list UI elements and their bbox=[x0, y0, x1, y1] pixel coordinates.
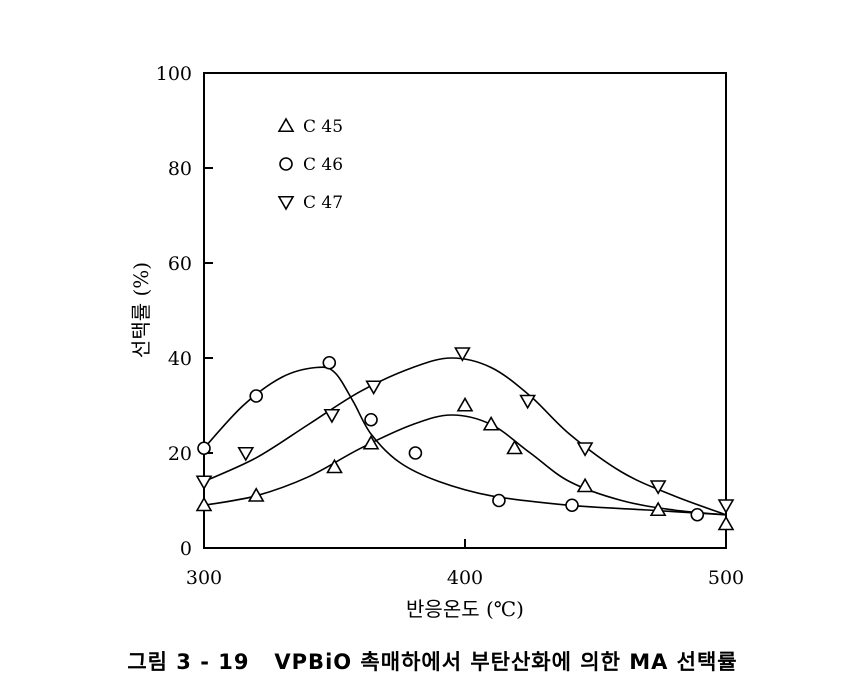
legend-label-c-46: C 46 bbox=[303, 155, 343, 175]
point-c-46 bbox=[249, 389, 264, 403]
point-c-45 bbox=[456, 396, 474, 412]
point-c-47 bbox=[237, 446, 255, 462]
y-tick-label: 40 bbox=[168, 348, 192, 370]
y-axis-title: 선택률 (%) bbox=[129, 262, 153, 358]
y-tick-label: 60 bbox=[168, 253, 192, 275]
legend-marker-c-45 bbox=[277, 117, 295, 133]
plot-frame bbox=[203, 72, 727, 549]
point-c-45 bbox=[506, 439, 523, 455]
point-c-47 bbox=[576, 442, 594, 457]
point-c-45 bbox=[195, 496, 213, 512]
chart: 0 20 40 60 80 100 300 400 500 C 45 C 46 C 47 반응온도 … bbox=[129, 63, 744, 621]
point-c-45 bbox=[362, 434, 380, 450]
x-tick-label: 300 bbox=[186, 567, 222, 589]
point-c-46 bbox=[408, 446, 423, 460]
legend-marker-c-47 bbox=[277, 195, 295, 211]
fit-curve-c-45 bbox=[203, 414, 727, 516]
point-c-45 bbox=[247, 487, 265, 502]
point-c-46 bbox=[492, 493, 506, 508]
y-tick-label: 20 bbox=[168, 443, 192, 465]
x-axis-title: 반응온도 (℃) bbox=[406, 597, 524, 621]
point-c-46 bbox=[364, 412, 378, 427]
point-c-46 bbox=[565, 498, 579, 513]
data-markers bbox=[195, 347, 735, 531]
point-c-46 bbox=[197, 441, 211, 456]
point-c-45 bbox=[326, 458, 343, 474]
point-c-47 bbox=[717, 499, 735, 514]
legend-marker-c-46 bbox=[279, 157, 293, 171]
point-c-47 bbox=[454, 347, 471, 362]
fit-curves bbox=[203, 357, 727, 516]
point-c-47 bbox=[519, 394, 537, 410]
figure-caption: 그림 3 - 19 VPBiO 촉매하에서 부탄산화에 의한 MA 선택률 bbox=[127, 650, 738, 674]
legend: C 45 C 46 C 47 bbox=[277, 117, 343, 213]
point-c-45 bbox=[649, 501, 667, 517]
point-c-46 bbox=[322, 355, 337, 370]
point-c-45 bbox=[576, 477, 594, 493]
x-tick-label: 400 bbox=[447, 567, 483, 589]
point-c-45 bbox=[482, 415, 500, 431]
point-c-47 bbox=[365, 380, 383, 396]
x-tick-label: 500 bbox=[708, 567, 744, 589]
y-tick-label: 0 bbox=[180, 538, 192, 560]
point-c-45 bbox=[717, 515, 735, 531]
legend-label-c-47: C 47 bbox=[303, 193, 343, 213]
fit-curve-c-47 bbox=[203, 357, 727, 516]
point-c-47 bbox=[323, 408, 341, 424]
y-tick-label: 80 bbox=[168, 158, 192, 180]
point-c-46 bbox=[690, 507, 705, 522]
legend-label-c-45: C 45 bbox=[303, 117, 343, 137]
point-c-47 bbox=[195, 475, 213, 491]
point-c-47 bbox=[649, 480, 667, 495]
y-tick-label: 100 bbox=[156, 63, 192, 85]
axis-ticks: 0 20 40 60 80 100 300 400 500 bbox=[156, 63, 744, 589]
